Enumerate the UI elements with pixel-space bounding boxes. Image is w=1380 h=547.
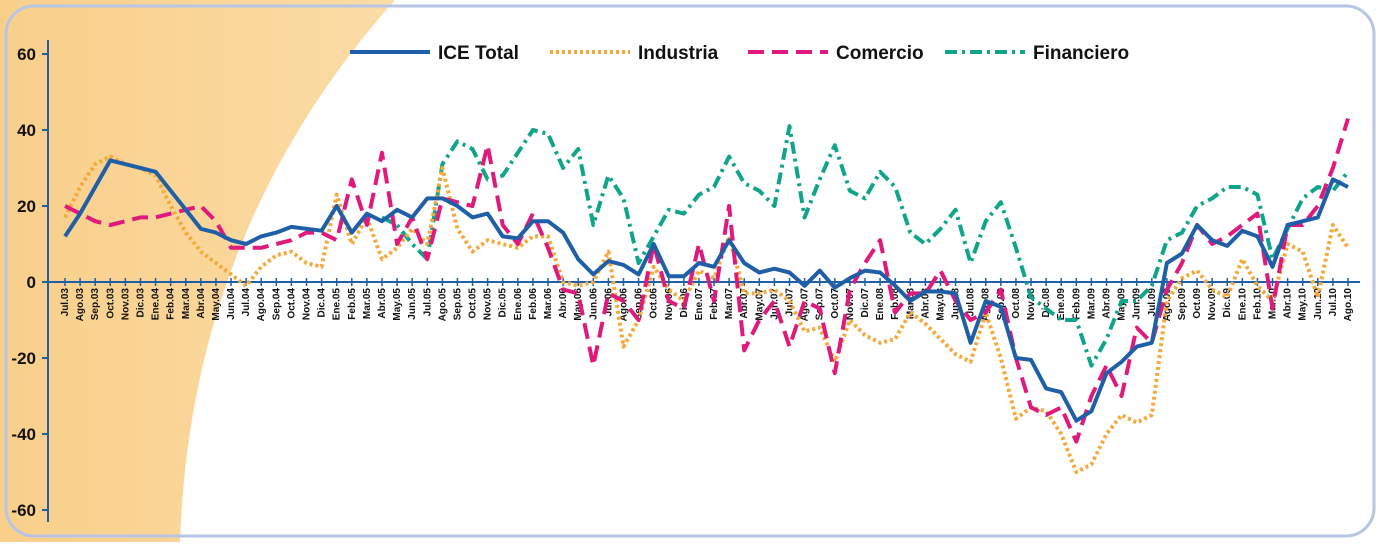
x-tick-label: Sep.07 bbox=[815, 288, 826, 321]
x-tick-label: Feb.09 bbox=[1071, 288, 1082, 320]
x-tick-label: Jun.04 bbox=[226, 288, 237, 320]
x-tick-label: Feb.10 bbox=[1252, 288, 1263, 320]
y-tick-label: -40 bbox=[11, 425, 36, 444]
x-tick-label: Jul.03 bbox=[60, 288, 71, 317]
x-tick-label: Ago.05 bbox=[437, 288, 448, 322]
x-tick-label: Ene.07 bbox=[694, 288, 705, 321]
x-tick-label: Jun.05 bbox=[407, 288, 418, 320]
decor-arc bbox=[0, 0, 395, 542]
y-tick-label: 40 bbox=[17, 121, 36, 140]
x-tick-label: Ago.10 bbox=[1343, 288, 1354, 322]
x-tick-label: Oct.07 bbox=[830, 288, 841, 319]
series-line bbox=[63, 158, 1349, 423]
x-tick-label: Nov.08 bbox=[1026, 288, 1037, 320]
x-tick-label: Mar.06 bbox=[543, 288, 554, 320]
x-tick-label: Dic.04 bbox=[317, 288, 328, 318]
x-tick-label: Ago.03 bbox=[75, 288, 86, 322]
x-tick-label: Ago.06 bbox=[618, 288, 629, 322]
x-tick-label: Jul.04 bbox=[241, 288, 252, 317]
x-tick-label: Feb.04 bbox=[166, 288, 177, 320]
x-tick-label: Ene.09 bbox=[1056, 288, 1067, 321]
x-tick-label: Ene.04 bbox=[151, 288, 162, 321]
x-tick-label: Oct.05 bbox=[468, 288, 479, 319]
legend-label: Financiero bbox=[1033, 43, 1129, 64]
x-tick-label: Jul.06 bbox=[603, 288, 614, 317]
x-tick-label: Sep.03 bbox=[90, 288, 101, 321]
x-tick-label: Sep.04 bbox=[271, 288, 282, 321]
x-tick-label: Dic.05 bbox=[498, 288, 509, 318]
x-tick-label: Abr.08 bbox=[920, 288, 931, 319]
x-tick-label: Feb.07 bbox=[709, 288, 720, 320]
x-tick-label: Jul.10 bbox=[1328, 288, 1339, 317]
x-tick-label: Oct.03 bbox=[105, 288, 116, 319]
x-tick-label: Sep.09 bbox=[1177, 288, 1188, 321]
y-tick-label: 20 bbox=[17, 197, 36, 216]
x-tick-label: Jul.05 bbox=[422, 288, 433, 317]
x-tick-label: Abr.09 bbox=[1101, 288, 1112, 319]
x-tick-label: Jun.10 bbox=[1313, 288, 1324, 320]
legend-label: ICE Total bbox=[438, 43, 519, 64]
legend-label: Comercio bbox=[836, 43, 924, 64]
series-line bbox=[381, 124, 1350, 368]
x-tick-label: Jun.07 bbox=[769, 288, 780, 320]
x-tick-label: Mar.05 bbox=[362, 288, 373, 320]
x-tick-label: Mar.09 bbox=[1086, 288, 1097, 320]
y-tick-label: -60 bbox=[11, 501, 36, 520]
x-tick-label: Ago.04 bbox=[256, 288, 267, 322]
x-tick-label: Mar.07 bbox=[724, 288, 735, 320]
x-tick-label: Sep.06 bbox=[634, 288, 645, 321]
x-tick-label: Abr.04 bbox=[196, 288, 207, 319]
x-tick-label: Nov.03 bbox=[120, 288, 131, 320]
x-tick-label: Ene.06 bbox=[513, 288, 524, 321]
y-tick-label: -20 bbox=[11, 349, 36, 368]
x-tick-label: May.04 bbox=[211, 288, 222, 321]
x-tick-label: Oct.09 bbox=[1192, 288, 1203, 319]
x-tick-label: Abr.05 bbox=[377, 288, 388, 319]
frame bbox=[4, 4, 1376, 538]
x-tick-label: Dic.08 bbox=[1041, 288, 1052, 318]
legend-label: Industria bbox=[638, 43, 719, 64]
x-tick-label: Jul.09 bbox=[1147, 288, 1158, 317]
x-tick-label: Dic.03 bbox=[135, 288, 146, 318]
y-tick-label: 60 bbox=[17, 45, 36, 64]
x-tick-label: May.05 bbox=[392, 288, 403, 321]
x-tick-label: Sep.08 bbox=[996, 288, 1007, 321]
x-tick-label: Nov.05 bbox=[483, 288, 494, 320]
y-tick-label: 0 bbox=[27, 273, 36, 292]
x-tick-label: Abr.07 bbox=[739, 288, 750, 319]
x-tick-label: Mar.04 bbox=[181, 288, 192, 320]
x-tick-label: May.10 bbox=[1298, 288, 1309, 321]
x-tick-label: Abr.10 bbox=[1283, 288, 1294, 319]
x-tick-label: Oct.06 bbox=[649, 288, 660, 319]
x-tick-label: Oct.08 bbox=[1011, 288, 1022, 319]
x-tick-label: May.08 bbox=[935, 288, 946, 321]
x-tick-label: Ene.10 bbox=[1237, 288, 1248, 321]
x-tick-label: Mar.08 bbox=[905, 288, 916, 320]
x-tick-label: Ene.08 bbox=[875, 288, 886, 321]
x-tick-label: Abr.06 bbox=[558, 288, 569, 319]
x-tick-label: Feb.05 bbox=[347, 288, 358, 320]
x-tick-label: Nov.06 bbox=[664, 288, 675, 320]
x-tick-label: Feb.06 bbox=[528, 288, 539, 320]
x-tick-label: Sep.05 bbox=[452, 288, 463, 321]
x-tick-label: Jul.08 bbox=[966, 288, 977, 317]
x-tick-label: Nov.04 bbox=[302, 288, 313, 320]
series-line bbox=[64, 118, 1350, 444]
x-tick-label: Dic.07 bbox=[860, 288, 871, 318]
x-tick-label: Nov.09 bbox=[1207, 288, 1218, 320]
x-tick-label: Nov.07 bbox=[845, 288, 856, 320]
x-tick-label: Ene.05 bbox=[332, 288, 343, 321]
x-tick-label: May.07 bbox=[754, 288, 765, 321]
x-tick-label: Feb.08 bbox=[890, 288, 901, 320]
x-tick-label: Jun.09 bbox=[1132, 288, 1143, 320]
x-tick-label: Jun.06 bbox=[588, 288, 599, 320]
x-tick-label: Dic.09 bbox=[1222, 288, 1233, 318]
x-tick-label: Oct.04 bbox=[286, 288, 297, 319]
